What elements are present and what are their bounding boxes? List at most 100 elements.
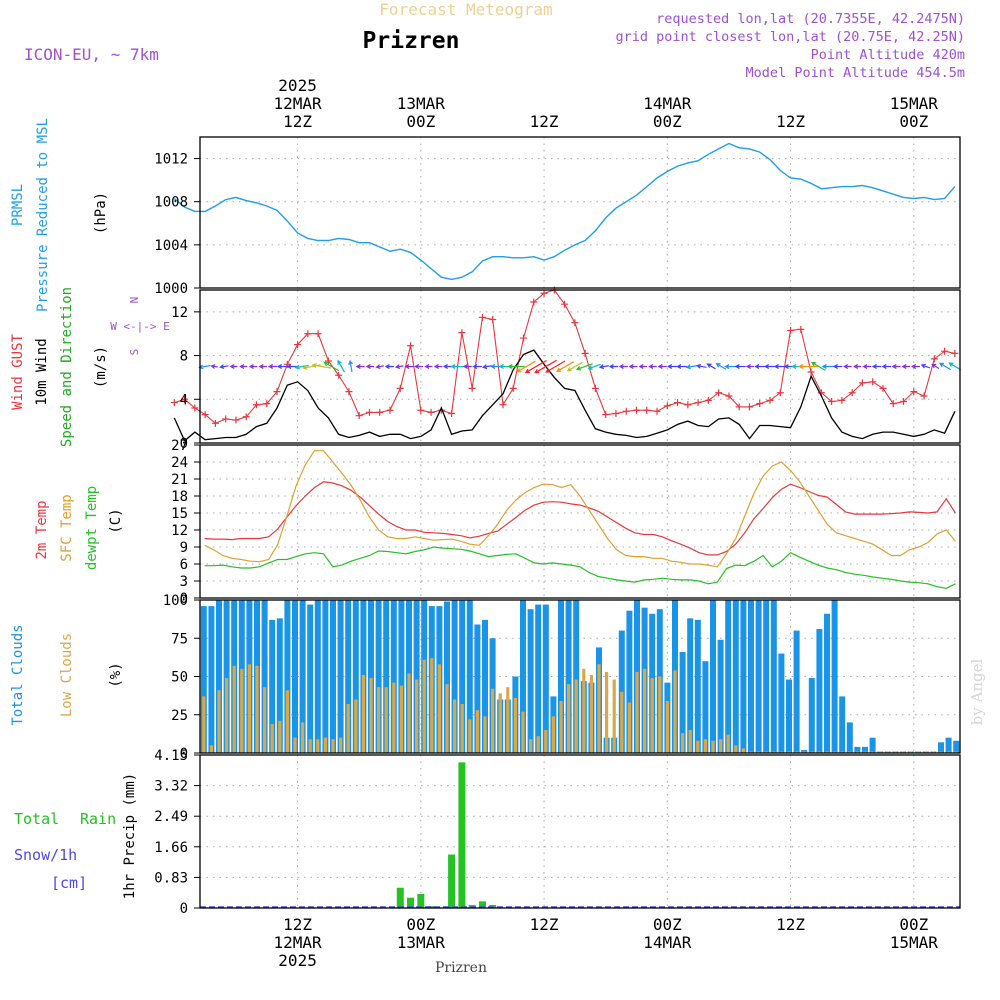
low-cloud-bar <box>255 665 259 753</box>
total-cloud-bar <box>725 600 732 753</box>
wind-direction-arrow <box>810 362 826 371</box>
wind-direction-arrow <box>375 364 385 370</box>
rain-bar <box>478 901 486 908</box>
top-title: Forecast Meteogram <box>379 0 552 19</box>
wind-direction-arrow <box>462 364 472 369</box>
gust-point <box>776 389 784 397</box>
total-cloud-bar <box>573 600 580 753</box>
gust-point <box>181 395 189 403</box>
wind-direction-arrow <box>534 359 557 374</box>
low-cloud-bar <box>688 730 692 753</box>
gust-label: Wind GUST <box>10 334 26 410</box>
wind-direction-arrow <box>638 364 647 369</box>
wind-direction-arrow <box>348 359 354 373</box>
low-cloud-bar <box>757 751 761 753</box>
gust-point <box>530 298 538 306</box>
gust-point <box>468 384 476 392</box>
top-time-label: 00Z <box>653 112 682 131</box>
gust-point <box>838 396 846 404</box>
low-cloud-bar <box>415 679 419 753</box>
pressure-label-2: Pressure Reduced to MSL <box>35 118 51 312</box>
low-cloud-bar <box>833 751 837 753</box>
low-cloud-bar <box>643 668 647 753</box>
gust-point <box>509 384 517 392</box>
bottom-time-label: 12Z <box>530 915 559 934</box>
watermark: by Angel <box>968 658 986 725</box>
total-cloud-bar <box>824 613 830 753</box>
wind-direction-arrow <box>323 361 340 372</box>
wind-direction-arrow <box>920 363 931 369</box>
total-cloud-bar <box>869 737 876 753</box>
wind-direction-arrow <box>706 363 716 370</box>
low-cloud-bar <box>627 702 631 753</box>
total-cloud-bar <box>740 600 747 753</box>
gust-point <box>643 406 651 414</box>
temp-label: 2m Temp <box>34 500 50 559</box>
total-cloud-bar <box>398 600 405 753</box>
gust-point <box>725 392 733 400</box>
total-cloud-bar <box>694 619 701 753</box>
y-tick-label: 75 <box>171 631 188 647</box>
gust-point <box>622 407 630 415</box>
low-cloud-bar <box>506 687 510 753</box>
compass-we: W <-|-> E <box>110 320 170 333</box>
y-tick-label: 0 <box>180 901 188 917</box>
wind-direction-arrow <box>545 360 566 373</box>
y-tick-label: 0.83 <box>154 870 188 886</box>
gust-point <box>294 341 302 349</box>
wind-direction-arrow <box>384 364 395 369</box>
gust-point <box>242 413 250 421</box>
wind-direction-arrow <box>365 364 375 369</box>
low-cloud-bar <box>567 684 571 753</box>
gust-point <box>612 409 620 417</box>
bottom-time-label: 2025 <box>278 951 317 970</box>
gust-point <box>520 334 528 342</box>
low-cloud-bar <box>285 690 289 753</box>
low-cloud-bar <box>308 739 312 753</box>
low-cloud-bar <box>620 691 624 753</box>
compass-s: S <box>128 349 141 356</box>
low-cloud-bar <box>673 670 677 753</box>
gust-point <box>756 400 764 408</box>
total-cloud-bar <box>679 652 686 753</box>
low-cloud-bar <box>886 751 890 753</box>
low-cloud-bar <box>787 751 791 753</box>
low-cloud-bar <box>916 751 920 753</box>
low-cloud-bar <box>696 740 700 753</box>
gust-point <box>828 397 836 405</box>
gust-point <box>684 401 692 409</box>
y-tick-label: 8 <box>180 349 188 365</box>
dewpt-line <box>204 546 956 590</box>
total-cloud-bar <box>466 600 473 753</box>
low-cloud-bar <box>536 736 540 753</box>
rain-bar <box>407 897 415 908</box>
total-cloud-bar <box>786 679 792 753</box>
y-tick-label: 24 <box>171 455 188 471</box>
precip-unit: 1hr Precip (mm) <box>122 773 138 899</box>
gust-point <box>879 384 887 392</box>
model-label: ICON-EU, ~ 7km <box>24 45 159 64</box>
low-cloud-bar <box>293 737 297 753</box>
low-cloud-bar <box>225 678 229 753</box>
total-cloud-bar <box>565 600 572 753</box>
wind-direction-arrow <box>414 364 424 369</box>
wind-direction-arrow <box>685 364 698 370</box>
grid-point-coords: grid point closest lon,lat (20.75E, 42.2… <box>616 29 966 45</box>
y-tick-label: 4.15 <box>154 748 188 764</box>
pressure-unit: (hPa) <box>93 192 109 234</box>
gust-point <box>458 329 466 337</box>
low-cloud-bar <box>931 751 935 753</box>
y-tick-label: 4 <box>180 392 188 408</box>
gust-point <box>448 409 456 417</box>
wind-direction-arrow <box>608 364 619 369</box>
total-cloud-bar <box>839 696 846 753</box>
total-clouds-label: Total Clouds <box>10 624 26 725</box>
low-cloud-bar <box>301 722 305 753</box>
low-cloud-bar <box>377 687 381 753</box>
low-cloud-bar <box>901 751 905 753</box>
y-tick-label: 21 <box>171 472 188 488</box>
rain-bar <box>458 762 466 908</box>
gust-point <box>910 388 918 396</box>
